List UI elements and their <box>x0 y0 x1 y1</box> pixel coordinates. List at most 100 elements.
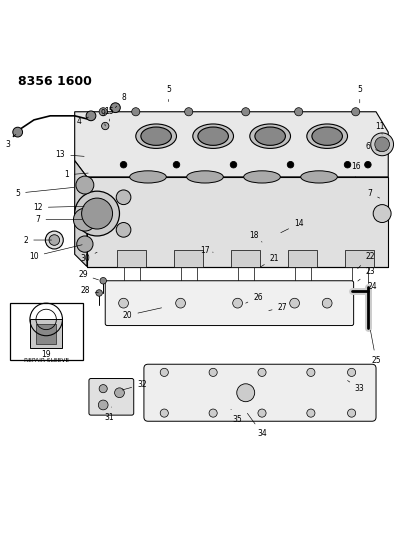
Circle shape <box>374 137 389 152</box>
Circle shape <box>120 161 126 168</box>
Circle shape <box>99 108 107 116</box>
Circle shape <box>306 409 314 417</box>
Circle shape <box>347 409 355 417</box>
Circle shape <box>364 161 370 168</box>
Text: 17: 17 <box>200 246 213 255</box>
Polygon shape <box>87 177 387 266</box>
Circle shape <box>306 368 314 376</box>
Text: 13: 13 <box>56 150 84 159</box>
Text: 8356 1600: 8356 1600 <box>18 75 91 88</box>
Text: 24: 24 <box>366 282 376 292</box>
Text: 5: 5 <box>356 85 361 103</box>
Circle shape <box>236 384 254 402</box>
Text: 26: 26 <box>245 293 262 303</box>
Circle shape <box>347 368 355 376</box>
Text: 5: 5 <box>166 85 171 102</box>
Text: 25: 25 <box>370 330 380 365</box>
Circle shape <box>344 161 350 168</box>
Bar <box>345 250 373 266</box>
Circle shape <box>232 298 242 308</box>
Circle shape <box>115 388 124 398</box>
Text: 32: 32 <box>122 380 146 390</box>
Circle shape <box>160 368 168 376</box>
Text: 4: 4 <box>76 117 88 126</box>
Bar <box>288 250 316 266</box>
Circle shape <box>230 161 236 168</box>
Text: 10: 10 <box>29 245 82 261</box>
Circle shape <box>241 108 249 116</box>
Circle shape <box>184 108 192 116</box>
Text: 7: 7 <box>36 215 82 224</box>
Bar <box>30 319 62 348</box>
Text: 3: 3 <box>5 134 16 149</box>
Circle shape <box>209 368 217 376</box>
Circle shape <box>76 236 93 252</box>
Text: 34: 34 <box>247 413 266 438</box>
Text: 23: 23 <box>357 267 374 281</box>
Circle shape <box>74 191 119 236</box>
Ellipse shape <box>141 127 171 146</box>
FancyBboxPatch shape <box>89 378 133 415</box>
Bar <box>174 250 202 266</box>
Ellipse shape <box>249 124 290 148</box>
Text: 22: 22 <box>357 252 374 269</box>
Circle shape <box>73 208 96 231</box>
Circle shape <box>321 298 331 308</box>
Circle shape <box>116 190 130 205</box>
Text: 8: 8 <box>115 93 126 108</box>
Circle shape <box>99 385 107 393</box>
Text: 5: 5 <box>15 188 74 198</box>
Circle shape <box>116 222 130 237</box>
Text: 1: 1 <box>64 171 88 180</box>
Bar <box>36 324 56 344</box>
Circle shape <box>173 161 179 168</box>
Circle shape <box>372 205 390 222</box>
Text: 18: 18 <box>249 231 261 242</box>
Ellipse shape <box>243 171 280 183</box>
Ellipse shape <box>300 171 337 183</box>
Ellipse shape <box>186 171 223 183</box>
Text: 30: 30 <box>80 252 97 263</box>
Circle shape <box>257 409 265 417</box>
Text: 16: 16 <box>350 162 360 177</box>
FancyBboxPatch shape <box>105 281 353 326</box>
Text: 31: 31 <box>104 407 114 422</box>
Text: 9: 9 <box>101 109 106 126</box>
Circle shape <box>76 176 94 194</box>
Text: 2: 2 <box>23 236 52 245</box>
Ellipse shape <box>135 124 176 148</box>
Text: 6: 6 <box>364 142 379 151</box>
Circle shape <box>118 298 128 308</box>
FancyBboxPatch shape <box>144 364 375 421</box>
Circle shape <box>131 108 139 116</box>
Text: 15: 15 <box>104 107 114 121</box>
Circle shape <box>294 108 302 116</box>
Text: 14: 14 <box>280 219 303 233</box>
Text: 27: 27 <box>268 303 286 312</box>
Circle shape <box>287 161 293 168</box>
Text: 28: 28 <box>80 286 98 295</box>
Ellipse shape <box>311 127 342 146</box>
Circle shape <box>49 235 59 245</box>
Text: REPAIR SLEEVE: REPAIR SLEEVE <box>24 358 69 363</box>
Ellipse shape <box>306 124 347 148</box>
Circle shape <box>100 278 106 284</box>
Circle shape <box>289 298 299 308</box>
Text: 11: 11 <box>375 122 384 134</box>
Circle shape <box>86 111 96 120</box>
Circle shape <box>96 290 102 296</box>
Text: 19: 19 <box>41 350 51 359</box>
Ellipse shape <box>254 127 285 146</box>
Circle shape <box>101 123 109 130</box>
Polygon shape <box>74 112 387 177</box>
Circle shape <box>370 133 393 156</box>
Text: 20: 20 <box>123 308 161 320</box>
Circle shape <box>110 103 120 112</box>
Circle shape <box>351 108 359 116</box>
Circle shape <box>98 400 108 410</box>
Circle shape <box>81 198 112 229</box>
Ellipse shape <box>192 124 233 148</box>
Text: 12: 12 <box>33 203 84 212</box>
Ellipse shape <box>198 127 228 146</box>
Circle shape <box>45 231 63 249</box>
